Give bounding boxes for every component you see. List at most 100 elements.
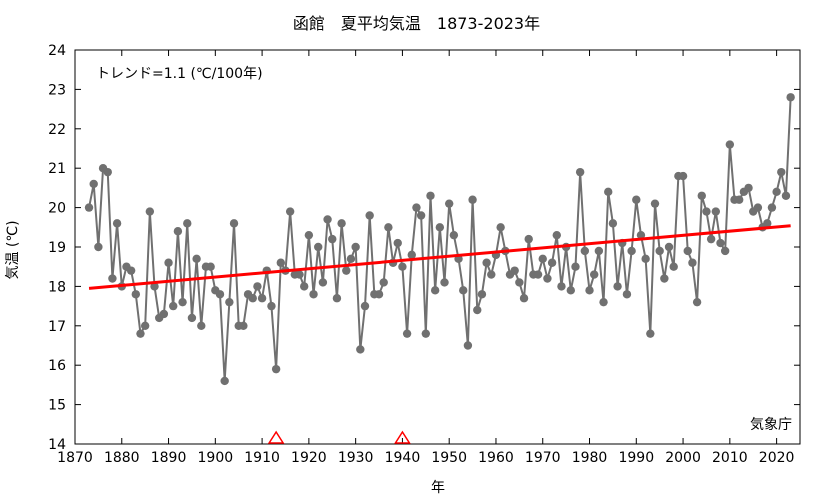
data-point xyxy=(604,187,613,197)
data-point xyxy=(229,219,239,228)
data-point xyxy=(136,329,145,338)
data-point xyxy=(192,254,201,264)
data-point xyxy=(318,278,328,287)
y-tick-label: 16 xyxy=(48,358,66,374)
data-point xyxy=(393,238,402,248)
data-point xyxy=(435,223,445,232)
data-point xyxy=(112,219,122,228)
data-point xyxy=(585,286,594,295)
y-tick-label: 19 xyxy=(48,240,66,256)
x-tick-label: 1970 xyxy=(525,450,561,466)
data-point xyxy=(220,376,229,386)
data-point xyxy=(426,191,435,200)
x-axis: 1870 1880 1890 1900 1910 1920 1930 1940 1950 1960… xyxy=(57,50,794,466)
data-point xyxy=(622,290,632,299)
x-tick-label: 1920 xyxy=(291,450,327,466)
data-point xyxy=(524,234,533,244)
data-point xyxy=(332,294,342,303)
data-point xyxy=(328,234,337,244)
station-change-marker xyxy=(267,430,285,444)
data-point xyxy=(655,246,664,256)
data-point xyxy=(660,274,669,283)
data-point xyxy=(145,207,155,216)
data-point xyxy=(459,286,468,295)
data-point xyxy=(720,246,730,256)
x-tick-label: 1990 xyxy=(618,450,654,466)
data-point xyxy=(753,203,763,212)
station-change-marker xyxy=(394,430,411,444)
data-point xyxy=(669,262,678,271)
x-tick-label: 1870 xyxy=(57,450,93,466)
data-point xyxy=(711,207,721,216)
data-point xyxy=(140,321,150,330)
data-point xyxy=(299,282,309,291)
data-point xyxy=(206,262,215,271)
data-point xyxy=(688,258,697,267)
data-point xyxy=(646,329,655,338)
x-tick-label: 2020 xyxy=(759,450,795,466)
chart-title: 函館 夏平均気温 1873-2023年 xyxy=(292,14,541,33)
data-point xyxy=(496,223,505,232)
data-point xyxy=(271,364,281,374)
x-tick-label: 1890 xyxy=(151,450,187,466)
data-point xyxy=(547,258,557,267)
data-point xyxy=(608,219,618,228)
trend-annotation: トレンド=1.1 (℃/100年) xyxy=(96,66,263,82)
data-point xyxy=(295,270,304,279)
y-tick-label: 17 xyxy=(48,319,66,335)
data-point xyxy=(487,270,496,279)
data-point xyxy=(126,266,136,275)
data-point xyxy=(772,187,781,197)
x-tick-label: 2000 xyxy=(665,450,701,466)
data-point xyxy=(589,270,599,279)
data-point xyxy=(346,254,356,264)
x-tick-label: 1950 xyxy=(431,450,467,466)
data-point xyxy=(351,242,360,252)
data-point xyxy=(734,195,744,204)
data-point xyxy=(650,199,660,208)
data-point xyxy=(407,250,416,260)
source-label: 気象庁 xyxy=(750,417,792,433)
data-point xyxy=(416,211,426,220)
data-point xyxy=(440,278,449,287)
data-point xyxy=(360,301,370,311)
data-point xyxy=(89,179,98,189)
data-point xyxy=(468,195,477,204)
trend-line xyxy=(88,224,791,290)
data-point xyxy=(692,297,702,307)
data-point xyxy=(706,234,716,244)
data-point xyxy=(552,230,561,240)
data-point xyxy=(725,140,735,149)
data-point xyxy=(225,297,234,307)
data-point xyxy=(248,294,257,303)
data-point xyxy=(430,286,440,295)
data-point xyxy=(84,203,94,212)
temperature-line xyxy=(88,97,792,382)
data-point xyxy=(744,183,753,193)
data-point xyxy=(374,290,384,299)
data-point xyxy=(641,254,650,264)
x-tick-label: 1900 xyxy=(198,450,234,466)
data-point xyxy=(538,254,547,264)
y-tick-label: 20 xyxy=(48,201,66,217)
y-axis-label: 気温 (℃) xyxy=(5,220,21,279)
y-tick-label: 18 xyxy=(48,279,66,295)
data-point xyxy=(276,258,286,267)
y-tick-label: 14 xyxy=(48,437,66,453)
data-point xyxy=(150,282,159,291)
x-tick-label: 1980 xyxy=(572,450,608,466)
data-point xyxy=(664,242,674,252)
data-point xyxy=(103,167,112,177)
data-point xyxy=(477,290,487,299)
data-point xyxy=(94,242,103,252)
data-point xyxy=(239,321,248,330)
data-point xyxy=(571,262,580,271)
x-tick-label: 2010 xyxy=(712,450,748,466)
data-point xyxy=(575,167,585,177)
data-point xyxy=(108,274,117,283)
data-point xyxy=(781,191,791,200)
x-tick-label: 1880 xyxy=(104,450,140,466)
data-point xyxy=(131,290,141,299)
data-point xyxy=(613,282,622,291)
